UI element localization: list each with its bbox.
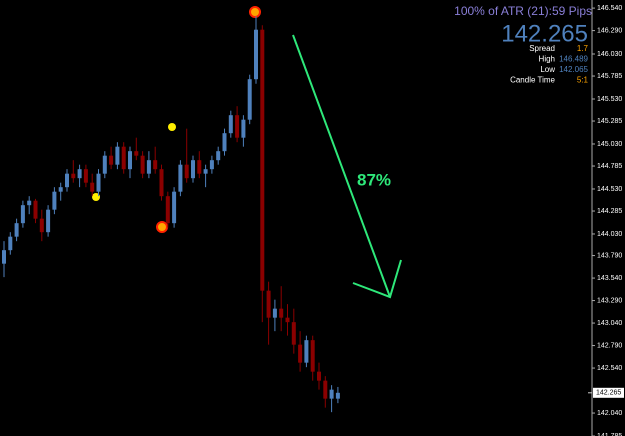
info-value: 146.489: [559, 55, 588, 64]
info-label: Candle Time: [510, 76, 555, 85]
candle-body: [235, 115, 240, 138]
arrow-shaft: [292, 34, 391, 298]
candle-body: [121, 146, 126, 170]
candle-body: [52, 191, 57, 210]
y-tick-label: 145.785: [597, 73, 622, 80]
candle-body: [8, 236, 13, 251]
low-marker: [156, 221, 168, 233]
candle-body: [96, 173, 101, 192]
y-tick-label: 144.285: [597, 208, 622, 215]
y-tick-label: 145.530: [597, 96, 622, 103]
candle-body: [109, 155, 114, 165]
candle-body: [298, 344, 303, 363]
y-tick-label: 143.540: [597, 275, 622, 282]
high-marker: [249, 6, 261, 18]
candle-body: [2, 250, 6, 264]
candle-body: [165, 196, 170, 224]
candle-body: [178, 164, 183, 192]
candle-body: [241, 119, 246, 138]
candle-body: [20, 205, 25, 224]
candle-body: [159, 169, 164, 197]
candle-body: [14, 223, 19, 237]
atr-label: 100% of ATR (21):59 Pips: [454, 4, 592, 18]
y-tick-label: 144.030: [597, 231, 622, 238]
candle-body: [222, 133, 227, 152]
candle-body: [191, 160, 195, 179]
candle-body: [323, 380, 328, 399]
candle-body: [260, 29, 265, 291]
bid-box: [593, 387, 624, 398]
y-tick-label: 144.530: [597, 186, 622, 193]
candle-body: [209, 160, 214, 170]
candle-body: [134, 151, 139, 156]
candle-body: [71, 173, 76, 179]
info-label: Low: [540, 65, 555, 74]
candle-body: [33, 200, 38, 219]
candle-body: [272, 308, 277, 318]
y-tick-label: 142.540: [597, 365, 622, 372]
bid-axis-label: 142.265: [596, 390, 621, 397]
candle-body: [197, 160, 202, 174]
y-tick-label: 146.540: [597, 5, 622, 12]
candle-body: [216, 151, 221, 161]
candle-body: [27, 200, 32, 206]
y-tick-label: 146.030: [597, 51, 622, 58]
candle-body: [83, 169, 88, 183]
candle-body: [184, 164, 189, 179]
swing-marker: [168, 123, 176, 131]
info-value: 5:1: [577, 76, 589, 85]
candle-body: [128, 151, 132, 170]
info-value: 142.065: [559, 65, 588, 74]
info-label: High: [539, 55, 555, 64]
candle-body: [329, 389, 334, 399]
candle-body: [140, 155, 145, 174]
candle-body: [203, 169, 208, 174]
candle-body: [247, 79, 252, 120]
candle-body: [335, 392, 340, 399]
y-tick-label: 143.040: [597, 320, 622, 327]
y-tick-label: 143.790: [597, 252, 622, 259]
y-tick-label: 142.040: [597, 410, 622, 417]
y-tick-label: 143.290: [597, 297, 622, 304]
candle-body: [317, 371, 321, 381]
candle-body: [90, 182, 95, 192]
candle-body: [285, 317, 290, 323]
candle-body: [254, 29, 258, 80]
y-tick-label: 144.785: [597, 163, 622, 170]
candle-body: [58, 187, 63, 192]
y-tick-label: 145.285: [597, 118, 622, 125]
candle-body: [153, 160, 158, 170]
candle-body: [172, 191, 177, 224]
candle-body: [46, 209, 51, 233]
y-tick-label: 141.785: [597, 433, 622, 436]
arrow-head: [352, 259, 402, 299]
candle-body: [115, 146, 120, 165]
annotation: 87%: [357, 170, 391, 189]
candle-body: [65, 173, 69, 188]
candle-body: [146, 160, 151, 174]
bid-price: 142.265: [501, 20, 588, 47]
candle-body: [304, 340, 309, 363]
candle-body: [77, 169, 82, 179]
candle-body: [102, 155, 107, 174]
info-label: Spread: [529, 44, 555, 53]
y-tick-label: 142.790: [597, 342, 622, 349]
candle-body: [291, 322, 296, 345]
candle-body: [279, 308, 284, 318]
candle-body: [39, 218, 44, 233]
candle-body: [228, 115, 233, 134]
y-tick-label: 146.290: [597, 27, 622, 34]
candle-body: [266, 290, 271, 318]
info-value: 1.7: [577, 44, 589, 53]
candle-body: [310, 340, 315, 372]
y-tick-label: 145.030: [597, 141, 622, 148]
